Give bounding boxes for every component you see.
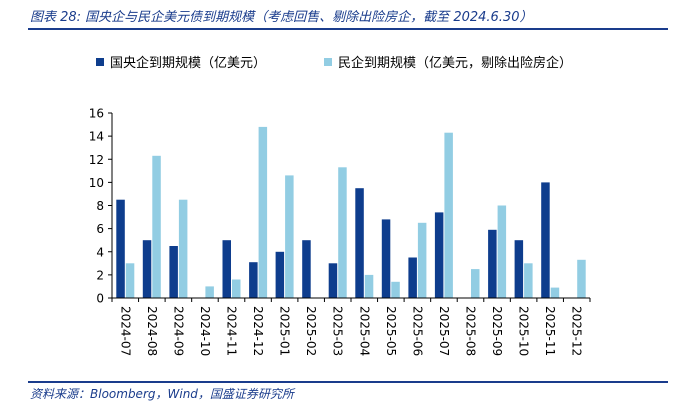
bar-soe-2025-07 [434,212,444,298]
y-tick-label: 0 [96,292,104,306]
x-tick-label-2025-11: 2025-11 [543,306,557,356]
bar-soe-2025-01 [275,251,285,299]
x-tick-label-2025-04: 2025-04 [357,306,371,356]
bar-soe-2024-12 [249,262,258,298]
x-tick-label-2024-08: 2024-08 [145,306,159,356]
x-tick-label-2024-10: 2024-10 [198,306,212,356]
x-tick-label-2025-12: 2025-12 [570,306,584,356]
bar-private-2024-08 [152,155,161,298]
source-rule [28,381,668,383]
bar-soe-2024-09 [169,246,178,298]
x-tick-label-2024-09: 2024-09 [171,306,185,356]
x-tick-label-2025-01: 2025-01 [278,306,292,356]
figure-title: 图表 28: 国央企与民企美元债到期规模（考虑回售、剔除出险房企，截至 2024… [30,10,533,25]
y-tick-label: 16 [89,107,104,121]
bar-soe-2025-06 [408,257,417,298]
source-note: 资料来源：Bloomberg，Wind，国盛证券研究所 [30,387,294,401]
bar-private-2024-12 [258,126,268,299]
legend-swatch-2 [324,58,332,66]
x-tick-label-2024-07: 2024-07 [118,306,132,356]
x-tick-label-2025-08: 2025-08 [464,306,478,356]
legend-label-2: 民企到期规模（亿美元，剔除出险房企） [338,55,572,71]
bar-private-2025-11 [550,287,560,298]
bar-private-2024-10 [205,286,214,298]
x-tick-label-2025-02: 2025-02 [304,306,318,356]
legend-label-1: 国央企到期规模（亿美元） [110,55,266,71]
x-tick-label-2024-11: 2024-11 [225,306,239,356]
bar-chart: 国央企到期规模（亿美元） 民企到期规模（亿美元，剔除出险房企） 0 2 4 6 8 10 12… [89,55,591,356]
bar-private-2024-07 [125,263,135,298]
y-tick-label: 2 [96,268,104,282]
bar-private-2025-06 [417,222,427,298]
bar-soe-2025-11 [541,182,550,298]
x-tick-label-2025-05: 2025-05 [384,306,398,356]
y-tick-label: 12 [89,153,104,167]
legend-swatch-1 [96,58,104,66]
bar-soe-2024-11 [222,240,231,298]
bar-soe-2025-09 [488,229,497,298]
x-tick-label-2025-09: 2025-09 [490,306,504,356]
bar-private-2025-03 [338,167,347,298]
bar-soe-2025-04 [355,188,364,298]
y-tick-label: 14 [89,130,104,144]
y-tick-label: 8 [96,199,104,213]
bar-private-2025-09 [497,205,507,298]
x-tick-label-2025-07: 2025-07 [437,306,451,356]
bar-private-2025-10 [524,263,533,298]
axes: 0 2 4 6 8 10 12 14 16 2024-07 2024-08 2024-09 2024-1… [89,107,591,356]
bar-soe-2025-02 [302,240,311,298]
bar-soe-2025-03 [328,263,338,298]
x-tick-label-2025-06: 2025-06 [410,306,424,356]
bars [116,126,586,299]
bar-private-2025-01 [285,175,294,298]
bar-private-2025-12 [577,259,586,298]
y-tick-label: 6 [96,222,104,236]
bar-private-2025-08 [471,269,480,298]
bar-private-2025-05 [391,281,400,298]
title-rule [28,28,668,30]
x-tick-label-2024-12: 2024-12 [251,306,265,356]
bar-private-2024-09 [178,199,188,298]
bar-soe-2024-08 [142,240,152,298]
bar-private-2025-04 [364,274,374,298]
bar-private-2025-07 [444,132,453,298]
bar-soe-2025-10 [514,240,524,298]
x-tick-label-2025-03: 2025-03 [331,306,345,356]
y-tick-label: 10 [89,176,104,190]
bar-soe-2025-05 [381,219,391,298]
x-tick-label-2025-10: 2025-10 [517,306,531,356]
legend: 国央企到期规模（亿美元） 民企到期规模（亿美元，剔除出险房企） [96,55,572,71]
bar-private-2024-11 [232,279,241,298]
bar-soe-2024-07 [116,199,125,298]
y-tick-label: 4 [96,245,104,259]
